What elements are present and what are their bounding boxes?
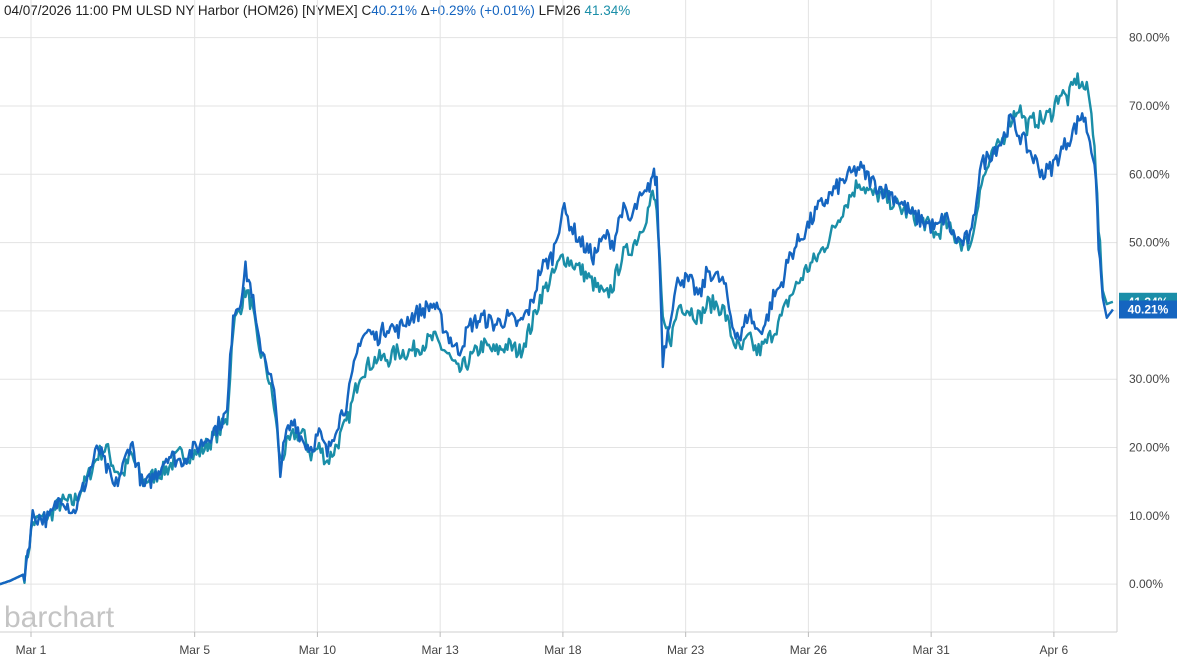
y-tick-label: 50.00%	[1129, 236, 1170, 250]
header-close-label: C	[361, 3, 372, 18]
chart-header: 04/07/2026 11:00 PM ULSD NY Harbor (HOM2…	[4, 3, 630, 18]
y-tick-label: 80.00%	[1129, 31, 1170, 45]
y-tick-label: 70.00%	[1129, 99, 1170, 113]
x-axis: Mar 1 Mar 5 Mar 10 Mar 13 Mar 18 Mar 23 Mar 26…	[16, 632, 1069, 657]
chart-series	[0, 72, 1114, 586]
header-close-value: 40.21%	[371, 3, 417, 18]
tag-label: 40.21%	[1128, 302, 1169, 316]
x-tick-label: Apr 6	[1040, 643, 1069, 657]
last-value-tag-hom26: 40.21%	[1119, 300, 1177, 319]
header-instrument: ULSD NY Harbor (HOM26) [NYMEX]	[135, 3, 358, 18]
x-tick-label: Mar 5	[179, 643, 210, 657]
x-tick-label: Mar 26	[790, 643, 828, 657]
tag-background	[1119, 300, 1177, 319]
y-tick-label: 10.00%	[1129, 509, 1170, 523]
header-datetime: 04/07/2026 11:00 PM	[4, 3, 133, 18]
y-tick-label: 0.00%	[1129, 577, 1163, 591]
series-line-hom26	[0, 112, 1114, 586]
x-tick-label: Mar 1	[16, 643, 47, 657]
x-tick-label: Mar 18	[544, 643, 582, 657]
barchart-logo: barchart	[4, 601, 115, 634]
x-tick-label: Mar 13	[421, 643, 459, 657]
x-tick-label: Mar 31	[912, 643, 950, 657]
y-tick-label: 20.00%	[1129, 441, 1170, 455]
header-change-label: Δ	[420, 3, 430, 18]
last-value-tags: 41.34%40.21%	[1119, 292, 1177, 319]
chart-grid	[0, 0, 1118, 633]
y-tick-label: 60.00%	[1129, 167, 1170, 181]
x-tick-label: Mar 10	[299, 643, 337, 657]
header-change-value: +0.29% (+0.01%)	[429, 3, 535, 18]
x-tick-label: Mar 23	[667, 643, 705, 657]
header-second-value: 41.34%	[584, 3, 631, 18]
y-tick-label: 30.00%	[1129, 372, 1170, 386]
header-second-symbol: LFM26	[538, 3, 581, 18]
series-line-lfm26	[0, 72, 1114, 586]
